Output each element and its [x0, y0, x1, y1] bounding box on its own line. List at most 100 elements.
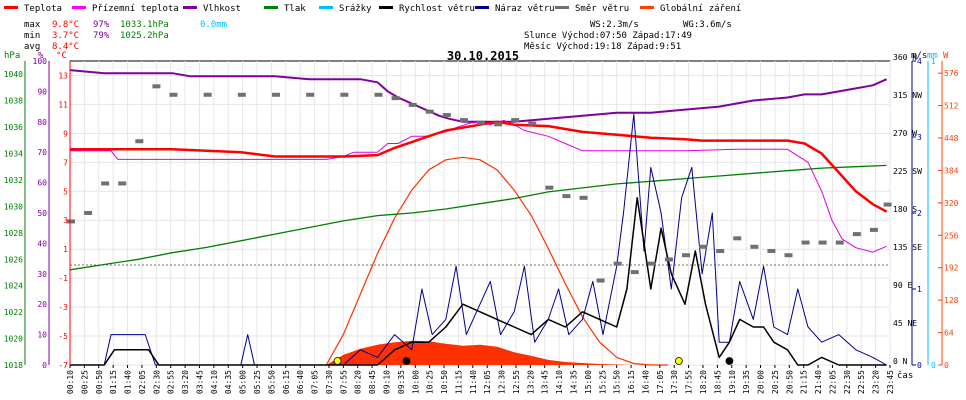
wind-direction-point — [84, 211, 93, 215]
stat-max-label: max — [24, 20, 41, 30]
unit-degc: °C — [56, 51, 67, 61]
moonset-marker — [402, 357, 411, 365]
tick-x: 14:35 — [570, 370, 579, 394]
tick-direction: 0 N — [893, 357, 908, 366]
tick-temperature_c: -5 — [58, 332, 68, 341]
wind-direction-point — [442, 113, 451, 118]
stats-block: max 9.8°C 97% 1033.1hPa 0.0mm min 3.7°C … — [24, 20, 227, 52]
tick-x: 03:20 — [181, 370, 190, 394]
tick-wind: 0 — [917, 361, 922, 370]
legend-swatch-1 — [72, 6, 86, 9]
legend-label-6: Náraz větru — [495, 4, 555, 14]
stat-avg-temp: 8.4°C — [52, 42, 79, 52]
axis-x: 00:10 00:25 00:50 01:15 01:40 02:05 02:30 02:55… — [66, 365, 895, 394]
legend-swatch-5 — [379, 6, 393, 9]
wind-direction-point — [784, 253, 793, 258]
tick-rain: 1 — [931, 57, 936, 66]
tick-x: 02:30 — [152, 370, 161, 394]
legend-label-5: Rychlost větru — [399, 4, 475, 14]
tick-pressure_hpa: 1032 — [4, 176, 23, 185]
tick-direction: 135 SE — [893, 243, 922, 252]
tick-direction: 90 E — [893, 281, 912, 290]
tick-pressure_hpa: 1020 — [4, 335, 23, 344]
tick-x: 15:50 — [613, 370, 622, 394]
tick-humidity_pct: 70 — [37, 148, 47, 157]
wind-direction-point — [630, 270, 639, 275]
legend-label-2: Vlhkost — [203, 4, 241, 14]
tick-x: 18:45 — [713, 370, 722, 394]
wind-direction-point — [425, 109, 434, 114]
tick-pressure_hpa: 1030 — [4, 202, 23, 211]
legend-label-0: Teplota — [24, 4, 62, 14]
tick-temperature_c: 1 — [63, 245, 68, 254]
wind-direction-point — [818, 240, 827, 245]
series-pressure — [69, 164, 887, 271]
tick-x: 17:30 — [670, 370, 679, 394]
tick-pressure_hpa: 1038 — [4, 97, 23, 106]
tick-x: 16:40 — [641, 370, 650, 394]
tick-humidity_pct: 60 — [37, 179, 47, 188]
wind-direction-point — [477, 120, 485, 125]
stat-max-press: 1033.1hPa — [120, 20, 169, 30]
tick-pressure_hpa: 1028 — [4, 229, 23, 238]
tick-direction: 315 NW — [893, 91, 922, 100]
tick-humidity_pct: 50 — [37, 209, 47, 218]
wind-direction-point — [169, 92, 178, 97]
wind-direction-point — [272, 92, 280, 97]
tick-x: 00:25 — [80, 370, 89, 394]
info-sun: Slunce Východ:07:50 Západ:17:49 — [524, 31, 692, 41]
tick-x: 12:55 — [512, 370, 521, 394]
tick-x: 23:45 — [886, 370, 895, 394]
tick-x: 17:05 — [656, 370, 665, 394]
info-moon: Měsíc Východ:19:18 Západ:9:51 — [524, 42, 681, 52]
legend-swatch-7 — [555, 6, 569, 9]
wind-direction-point — [647, 261, 656, 266]
legend-swatch-3 — [264, 6, 278, 9]
tick-temperature_c: 9 — [63, 129, 68, 138]
series-humidity — [69, 69, 888, 123]
tick-radiation: 192 — [944, 264, 959, 273]
tick-humidity_pct: 40 — [37, 239, 47, 248]
legend-label-4: Srážky — [339, 4, 372, 14]
wind-direction-point — [733, 236, 742, 241]
tick-x: 07:30 — [325, 370, 334, 394]
tick-x: 09:35 — [397, 370, 406, 394]
tick-temperature_c: 7 — [63, 158, 68, 167]
wind-direction-point — [835, 240, 844, 245]
tick-pressure_hpa: 1036 — [4, 123, 23, 132]
series-global-radiation — [326, 340, 668, 365]
tick-pressure_hpa: 1022 — [4, 308, 23, 317]
tick-direction: 45 NE — [893, 319, 917, 328]
tick-x: 20:00 — [757, 370, 766, 394]
tick-direction: 180 S — [893, 205, 917, 214]
tick-wind: 1 — [917, 285, 922, 294]
tick-wind: 2 — [917, 209, 922, 218]
tick-x: 05:50 — [267, 370, 276, 394]
info-ws: WS:2.3m/s — [590, 20, 639, 30]
legend-swatch-0 — [4, 6, 18, 9]
tick-wind: 4 — [917, 57, 922, 66]
tick-x: 04:35 — [224, 370, 233, 394]
stat-min-temp: 3.7°C — [52, 31, 79, 41]
wind-direction-point — [562, 194, 571, 199]
wind-direction-point — [750, 244, 759, 249]
tick-x: 23:20 — [872, 370, 881, 394]
tick-pressure_hpa: 1026 — [4, 255, 23, 264]
tick-x: 16:15 — [627, 370, 636, 394]
wind-direction-point — [494, 122, 503, 127]
tick-humidity_pct: 30 — [37, 270, 47, 279]
tick-x: 10:25 — [426, 370, 435, 394]
tick-x: 00:50 — [95, 370, 104, 394]
stat-min-press: 1025.2hPa — [120, 31, 169, 41]
tick-temperature_c: -7 — [58, 361, 68, 370]
wind-direction-point — [237, 92, 246, 97]
wind-direction-point — [67, 219, 75, 224]
wind-direction-point — [869, 227, 878, 232]
tick-direction: 225 SW — [893, 167, 922, 176]
wind-direction-point — [152, 84, 161, 89]
stat-max-rain: 0.0mm — [200, 20, 227, 30]
tick-x: 22:55 — [857, 370, 866, 394]
wind-direction-point — [203, 92, 212, 97]
legend-label-1: Přízemní teplota — [92, 4, 179, 14]
sunset-marker — [674, 357, 683, 365]
